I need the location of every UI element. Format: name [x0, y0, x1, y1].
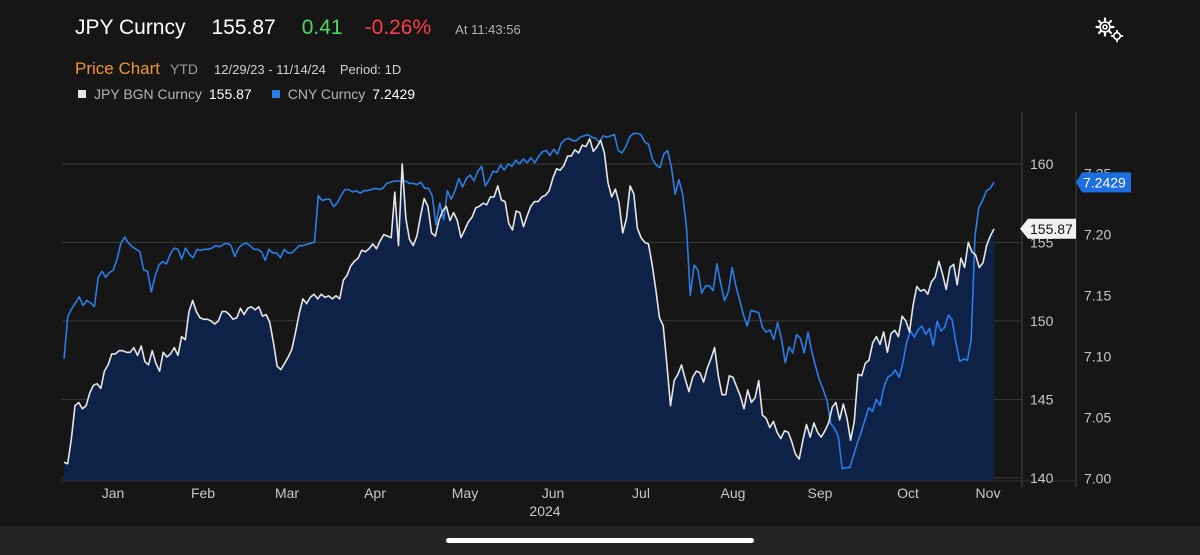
right-axis-tick-label: 7.10: [1084, 349, 1111, 365]
ticker-header: JPY Curncy 155.87 0.41 -0.26% At 11:43:5…: [75, 16, 521, 40]
x-axis-year-label: 2024: [529, 503, 560, 519]
legend: JPY BGN Curncy 155.87 CNY Curncy 7.2429: [78, 86, 435, 102]
jpy-series-line: [63, 138, 995, 465]
timestamp: At 11:43:56: [455, 22, 521, 37]
legend-swatch-cny: [271, 90, 280, 98]
legend-swatch-jpy: [78, 90, 86, 98]
range-selector[interactable]: YTD: [170, 61, 199, 77]
home-bar: [0, 526, 1200, 555]
net-change: 0.41: [301, 16, 343, 39]
x-axis-tick-label: Feb: [191, 485, 215, 501]
right-axis-tick-label: 7.00: [1084, 471, 1111, 487]
legend-item-jpy[interactable]: JPY BGN Curncy 155.87: [78, 86, 252, 102]
right-axis-tick-label: 7.15: [1084, 288, 1111, 304]
left-axis-tick-label: 160: [1030, 156, 1054, 172]
legend-label-jpy: JPY BGN Curncy: [94, 86, 202, 102]
legend-item-cny[interactable]: CNY Curncy 7.2429: [271, 86, 416, 102]
x-axis-tick-label: Mar: [275, 485, 299, 501]
x-axis-tick-label: Sep: [808, 485, 833, 501]
cny-last-value-label: 7.2429: [1083, 174, 1126, 190]
x-axis-tick-label: Aug: [721, 485, 746, 501]
last-price: 155.87: [211, 16, 276, 39]
x-axis-tick-label: Jan: [102, 485, 125, 501]
x-axis-tick-label: Jul: [632, 485, 650, 501]
date-range[interactable]: 12/29/23 - 11/14/24: [214, 62, 326, 77]
ticker-name: JPY Curncy: [75, 16, 186, 39]
gear-icon: [1095, 17, 1124, 43]
left-axis-tick-label: 150: [1030, 313, 1054, 329]
jpy-area-fill: [64, 138, 994, 482]
legend-value-cny: 7.2429: [372, 86, 416, 102]
legend-label-cny: CNY Curncy: [287, 86, 366, 102]
x-axis-tick-label: Oct: [897, 485, 919, 501]
x-axis-tick-label: Nov: [976, 485, 1001, 501]
cny-last-value-marker: [1076, 172, 1131, 193]
left-axis-tick-label: 140: [1030, 470, 1054, 486]
chart-subheader: Price Chart YTD 12/29/23 - 11/14/24 Peri…: [75, 59, 401, 79]
jpy-last-value-marker: [1020, 218, 1076, 239]
legend-value-jpy: 155.87: [208, 86, 252, 102]
x-axis-tick-label: Jun: [542, 485, 565, 501]
right-axis-tick-label: 7.20: [1084, 227, 1111, 243]
x-axis-tick-label: Apr: [364, 485, 386, 501]
cny-series-line: [63, 132, 995, 470]
price-chart[interactable]: 1601551501451407.257.207.157.107.057.001…: [0, 110, 1200, 526]
chart-type-selector[interactable]: Price Chart: [75, 59, 161, 78]
settings-button[interactable]: [1094, 16, 1126, 44]
home-indicator[interactable]: [446, 538, 754, 543]
left-axis-tick-label: 145: [1030, 391, 1054, 407]
right-axis-tick-label: 7.05: [1084, 410, 1111, 426]
jpy-last-value-label: 155.87: [1030, 221, 1073, 237]
x-axis-tick-label: May: [452, 485, 478, 501]
percent-change: -0.26%: [364, 16, 432, 39]
period-selector[interactable]: Period: 1D: [339, 62, 402, 77]
